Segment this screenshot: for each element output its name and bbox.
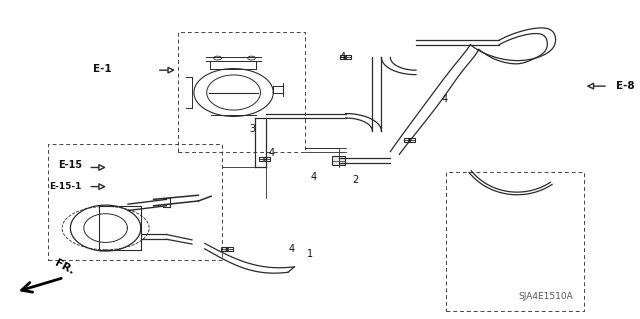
Text: FR.: FR. — [52, 258, 76, 277]
Text: 3: 3 — [250, 124, 256, 134]
Circle shape — [263, 157, 266, 159]
Circle shape — [408, 141, 411, 142]
Text: E-1: E-1 — [93, 63, 112, 74]
Text: E-8: E-8 — [616, 81, 634, 91]
Text: 4: 4 — [288, 244, 294, 254]
Bar — [332, 156, 345, 165]
Circle shape — [226, 248, 228, 249]
Text: E-15-1: E-15-1 — [49, 182, 82, 191]
Text: 4: 4 — [339, 52, 346, 63]
Circle shape — [226, 250, 228, 251]
Text: E-15: E-15 — [58, 160, 82, 170]
Circle shape — [408, 139, 411, 140]
Text: 2: 2 — [352, 175, 358, 185]
Bar — [259, 157, 270, 161]
Bar — [340, 56, 351, 59]
Bar — [404, 138, 415, 142]
Text: 4: 4 — [310, 172, 317, 182]
Text: 4: 4 — [269, 148, 275, 158]
Circle shape — [344, 58, 347, 59]
Bar — [221, 248, 233, 251]
Text: 1: 1 — [307, 249, 314, 259]
Text: 4: 4 — [442, 94, 448, 104]
Circle shape — [263, 159, 266, 160]
Circle shape — [344, 56, 347, 57]
Text: SJA4E1510A: SJA4E1510A — [518, 293, 573, 301]
